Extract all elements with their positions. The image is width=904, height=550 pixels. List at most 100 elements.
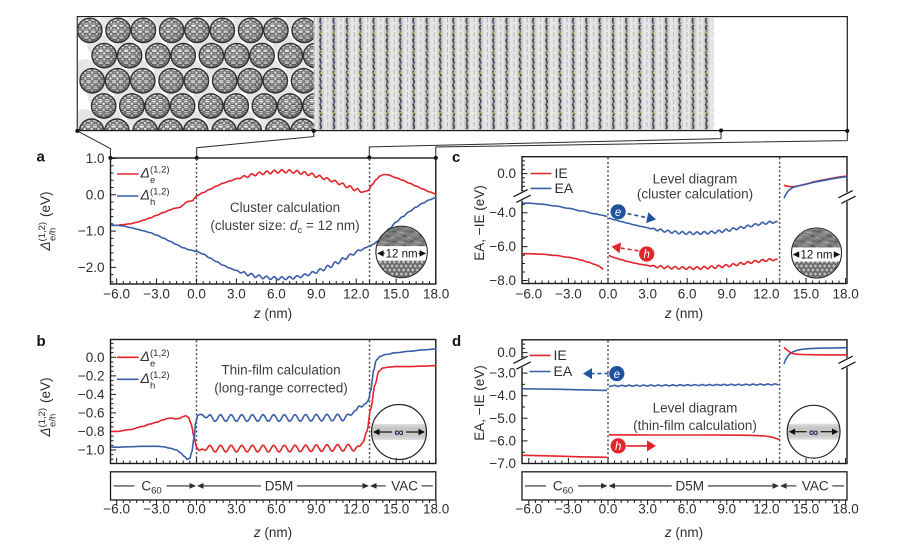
svg-text:−6.0: −6.0 <box>515 502 542 517</box>
svg-text:z (nm): z (nm) <box>664 306 703 321</box>
svg-text:EA, −IE (eV): EA, −IE (eV) <box>472 365 487 440</box>
svg-text:e: e <box>615 207 621 219</box>
svg-text:0.0: 0.0 <box>86 350 105 365</box>
svg-text:−0.6: −0.6 <box>78 405 105 420</box>
svg-text:−3.0: −3.0 <box>489 366 516 381</box>
svg-text:−1.0: −1.0 <box>78 443 105 458</box>
svg-text:VAC: VAC <box>391 478 418 493</box>
svg-text:e: e <box>614 369 620 381</box>
svg-text:15.0: 15.0 <box>793 502 819 517</box>
svg-text:EA: EA <box>555 180 574 196</box>
svg-text:6.0: 6.0 <box>678 502 697 517</box>
svg-text:18.0: 18.0 <box>832 287 858 302</box>
svg-text:C60: C60 <box>141 478 161 496</box>
svg-text:Level diagram: Level diagram <box>653 172 738 187</box>
svg-text:−6.0: −6.0 <box>515 287 542 302</box>
svg-text:12 nm: 12 nm <box>386 248 418 260</box>
svg-text:(1,2): (1,2) <box>150 165 170 176</box>
svg-text:z (nm): z (nm) <box>253 306 292 321</box>
svg-text:12 nm: 12 nm <box>801 250 833 262</box>
svg-text:C60: C60 <box>553 478 573 496</box>
svg-text:Cluster calculation: Cluster calculation <box>230 200 340 215</box>
svg-text:18.0: 18.0 <box>423 287 449 302</box>
svg-text:D5M: D5M <box>676 478 705 493</box>
svg-text:(cluster calculation): (cluster calculation) <box>637 187 753 202</box>
svg-text:−3.0: −3.0 <box>555 287 582 302</box>
svg-text:h: h <box>615 441 621 453</box>
svg-text:Δ(1,2)e/h (eV): Δ(1,2)e/h (eV) <box>37 377 59 437</box>
svg-text:h: h <box>643 249 649 261</box>
svg-text:9.0: 9.0 <box>307 287 326 302</box>
svg-text:1.0: 1.0 <box>86 151 105 166</box>
svg-text:18.0: 18.0 <box>423 502 449 517</box>
svg-text:12.0: 12.0 <box>343 287 369 302</box>
svg-text:3.0: 3.0 <box>638 502 657 517</box>
svg-text:−2.0: −2.0 <box>78 260 105 275</box>
svg-text:b: b <box>37 333 46 350</box>
svg-text:a: a <box>37 149 46 166</box>
svg-text:e: e <box>150 358 155 369</box>
svg-text:−3.0: −3.0 <box>143 502 170 517</box>
svg-text:−6.0: −6.0 <box>489 239 516 254</box>
svg-text:−3.0: −3.0 <box>143 287 170 302</box>
svg-text:Δ: Δ <box>140 348 150 364</box>
svg-text:0.0: 0.0 <box>187 287 206 302</box>
svg-text:h: h <box>150 380 155 391</box>
svg-text:Δ(1,2)e/h (eV): Δ(1,2)e/h (eV) <box>37 191 59 251</box>
svg-text:0.0: 0.0 <box>187 502 206 517</box>
svg-text:15.0: 15.0 <box>383 502 409 517</box>
svg-text:−4.0: −4.0 <box>489 388 516 403</box>
svg-text:−7.0: −7.0 <box>489 456 516 471</box>
svg-text:−8.0: −8.0 <box>489 273 516 288</box>
svg-text:z (nm): z (nm) <box>664 525 703 540</box>
svg-text:∞: ∞ <box>394 425 403 440</box>
svg-text:−6.0: −6.0 <box>103 287 130 302</box>
svg-text:0.0: 0.0 <box>497 345 516 360</box>
svg-text:0.0: 0.0 <box>497 166 516 181</box>
svg-text:(long-range corrected): (long-range corrected) <box>214 381 348 396</box>
svg-text:15.0: 15.0 <box>383 287 409 302</box>
svg-text:−4.0: −4.0 <box>489 205 516 220</box>
svg-text:d: d <box>452 333 461 350</box>
svg-text:(1,2): (1,2) <box>150 370 170 381</box>
svg-text:e: e <box>150 175 155 186</box>
svg-text:−0.4: −0.4 <box>78 387 105 402</box>
svg-text:−0.2: −0.2 <box>78 368 105 383</box>
svg-text:9.0: 9.0 <box>307 502 326 517</box>
svg-text:IE: IE <box>554 347 567 363</box>
svg-text:9.0: 9.0 <box>717 287 736 302</box>
svg-text:0.0: 0.0 <box>86 187 105 202</box>
svg-text:z (nm): z (nm) <box>253 525 292 540</box>
svg-text:EA: EA <box>554 363 573 379</box>
svg-text:0.0: 0.0 <box>599 502 618 517</box>
svg-text:VAC: VAC <box>802 478 829 493</box>
svg-text:15.0: 15.0 <box>793 287 819 302</box>
svg-text:−1.0: −1.0 <box>78 224 105 239</box>
svg-text:(1,2): (1,2) <box>150 348 170 359</box>
svg-text:−3.0: −3.0 <box>555 502 582 517</box>
svg-text:∞: ∞ <box>809 424 818 439</box>
svg-text:9.0: 9.0 <box>717 502 736 517</box>
svg-text:Δ: Δ <box>140 165 150 181</box>
svg-text:(cluster size: dc = 12 nm): (cluster size: dc = 12 nm) <box>210 218 359 236</box>
svg-text:−5.0: −5.0 <box>489 411 516 426</box>
svg-text:3.0: 3.0 <box>638 287 657 302</box>
svg-text:−6.0: −6.0 <box>489 433 516 448</box>
svg-text:c: c <box>452 149 460 166</box>
svg-text:3.0: 3.0 <box>227 502 246 517</box>
svg-text:Thin-film calculation: Thin-film calculation <box>221 363 340 378</box>
svg-text:(1,2): (1,2) <box>150 187 170 198</box>
svg-text:12.0: 12.0 <box>343 502 369 517</box>
svg-text:6.0: 6.0 <box>267 287 286 302</box>
svg-text:(thin-film calculation): (thin-film calculation) <box>633 418 757 433</box>
svg-text:6.0: 6.0 <box>678 287 697 302</box>
svg-text:Level diagram: Level diagram <box>653 401 738 416</box>
svg-text:18.0: 18.0 <box>832 502 858 517</box>
svg-text:−6.0: −6.0 <box>103 502 130 517</box>
svg-text:6.0: 6.0 <box>267 502 286 517</box>
svg-text:0.0: 0.0 <box>599 287 618 302</box>
svg-text:3.0: 3.0 <box>227 287 246 302</box>
svg-text:D5M: D5M <box>265 478 294 493</box>
svg-text:IE: IE <box>555 165 568 181</box>
svg-text:−0.8: −0.8 <box>78 424 105 439</box>
